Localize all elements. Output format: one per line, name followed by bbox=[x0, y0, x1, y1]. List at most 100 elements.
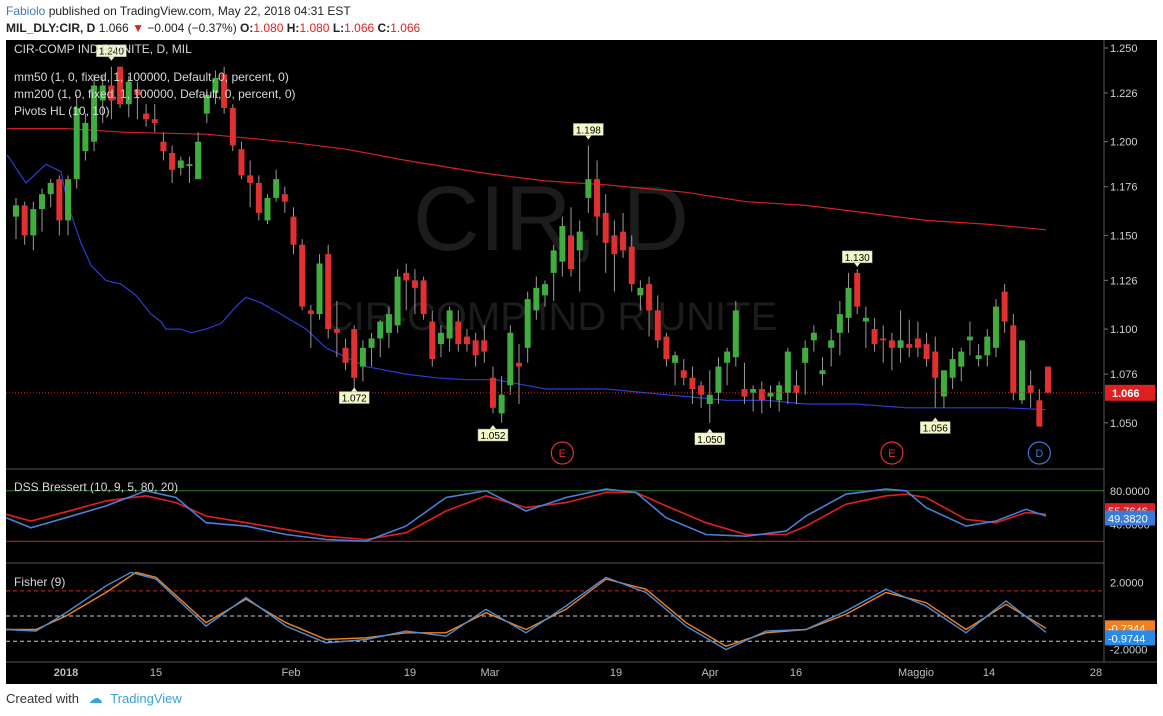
legend-mm50: mm50 (1, 0, fixed, 1, 100000, Default, 0… bbox=[14, 70, 289, 84]
candle-body bbox=[507, 332, 514, 386]
candle-body bbox=[880, 338, 887, 341]
open-value: 1.080 bbox=[253, 21, 284, 35]
candle-body bbox=[628, 246, 635, 285]
pivot-label: 1.198 bbox=[576, 125, 601, 136]
pivot-label: 1.072 bbox=[342, 394, 367, 405]
candle-body bbox=[117, 66, 124, 105]
time-tick-label: Apr bbox=[701, 667, 718, 679]
created-with-text: Created with bbox=[6, 691, 79, 706]
candle-body bbox=[515, 362, 522, 367]
candle-body bbox=[160, 141, 167, 152]
candle-body bbox=[238, 149, 245, 176]
price-tick-label: 1.250 bbox=[1110, 43, 1138, 55]
candle-body bbox=[776, 385, 783, 401]
time-tick-label: Mar bbox=[481, 667, 500, 679]
candle-body bbox=[73, 107, 80, 180]
symbol-label[interactable]: MIL_DLY:CIR, D bbox=[6, 21, 96, 35]
legend-title: CIR-COMP IND RIUNITE, D, MIL bbox=[14, 42, 192, 56]
publish-header: Fabiolo published on TradingView.com, Ma… bbox=[6, 4, 351, 18]
candle-body bbox=[663, 336, 670, 360]
candle-body bbox=[698, 385, 705, 395]
legend-fisher: Fisher (9) bbox=[14, 575, 66, 589]
candle-body bbox=[342, 347, 349, 363]
pivot-label: 1.130 bbox=[845, 253, 870, 264]
candle-body bbox=[437, 332, 444, 345]
event-marker-label: E bbox=[888, 448, 895, 460]
candle-body bbox=[576, 231, 583, 251]
candle-body bbox=[264, 197, 271, 221]
close-label: C: bbox=[377, 21, 391, 35]
event-marker-icon bbox=[1027, 441, 1051, 465]
pivot-label: 1.056 bbox=[923, 424, 948, 435]
candle-body bbox=[1045, 366, 1051, 393]
candle-body bbox=[212, 77, 219, 93]
event-marker-label: E bbox=[559, 448, 566, 460]
candle-body bbox=[767, 392, 774, 397]
close-value: 1.066 bbox=[390, 21, 421, 35]
fisher-tag-blue bbox=[1105, 630, 1155, 646]
candle-body bbox=[620, 231, 627, 251]
candle-body bbox=[550, 250, 557, 273]
candle-body bbox=[992, 306, 999, 348]
ma200-line bbox=[7, 128, 1047, 231]
fisher-tick-label: 2.0000 bbox=[1110, 577, 1144, 589]
candle-body bbox=[585, 179, 592, 198]
candle-body bbox=[91, 85, 98, 142]
candle-body bbox=[923, 344, 930, 360]
candle-body bbox=[802, 347, 809, 363]
symbol-info-bar: MIL_DLY:CIR, D 1.066 ▼ −0.004 (−0.37%) O… bbox=[6, 21, 420, 35]
high-label: H: bbox=[286, 21, 300, 35]
time-tick-label: Maggio bbox=[898, 667, 934, 679]
candle-body bbox=[646, 284, 653, 311]
candle-body bbox=[637, 287, 644, 296]
candle-body bbox=[845, 287, 852, 318]
candle-body bbox=[281, 194, 288, 202]
legend-pivots: Pivots HL (10, 10) bbox=[14, 104, 110, 118]
pivot-pointer bbox=[585, 135, 592, 140]
candle-body bbox=[229, 107, 236, 146]
candle-body bbox=[351, 329, 358, 378]
pivot-pointer bbox=[706, 428, 713, 433]
candle-body bbox=[65, 179, 72, 221]
candle-body bbox=[750, 389, 757, 393]
candle-body bbox=[680, 370, 687, 378]
candle-body bbox=[255, 182, 262, 213]
candle-body bbox=[888, 340, 895, 348]
chart-background bbox=[6, 40, 1157, 684]
candle-body bbox=[1018, 340, 1025, 401]
chart-area[interactable]: CIR, D CIR-COMP IND RIUNITE 1.250 1.226 1.20… bbox=[5, 40, 1157, 684]
candle-body bbox=[758, 389, 765, 401]
candle-body bbox=[862, 317, 869, 322]
author-link[interactable]: Fabiolo bbox=[6, 4, 46, 18]
candle-body bbox=[784, 351, 791, 393]
candle-body bbox=[195, 141, 202, 180]
candle-body bbox=[498, 394, 505, 414]
fisher-tick-label: -2.0000 bbox=[1110, 645, 1147, 657]
candle-body bbox=[247, 175, 254, 183]
candle-body bbox=[568, 235, 575, 270]
candle-body bbox=[871, 329, 878, 345]
candle-body bbox=[836, 314, 843, 333]
low-value: 1.066 bbox=[344, 21, 375, 35]
tradingview-link[interactable]: TradingView bbox=[110, 691, 182, 706]
candle-body bbox=[524, 299, 531, 348]
candle-body bbox=[932, 351, 939, 378]
candle-body bbox=[99, 85, 106, 101]
candle-body bbox=[594, 179, 601, 217]
candle-body bbox=[654, 310, 661, 341]
candle-body bbox=[1036, 400, 1043, 427]
price-tick-label: 1.176 bbox=[1110, 182, 1138, 194]
pivot-pointer bbox=[854, 262, 861, 267]
legend-mm200: mm200 (1, 0, fixed, 1, 100000, Default, … bbox=[14, 87, 296, 101]
open-label: O: bbox=[240, 21, 254, 35]
candle-body bbox=[377, 321, 384, 339]
candle-body bbox=[385, 314, 392, 333]
price-tick-label: 1.076 bbox=[1110, 369, 1138, 381]
candle-body bbox=[186, 164, 193, 167]
candle-body bbox=[47, 182, 54, 195]
candle-body bbox=[359, 347, 366, 367]
time-tick-label: 15 bbox=[150, 667, 162, 679]
pivot-label: 1.050 bbox=[697, 435, 722, 446]
candle-body bbox=[1001, 291, 1008, 322]
